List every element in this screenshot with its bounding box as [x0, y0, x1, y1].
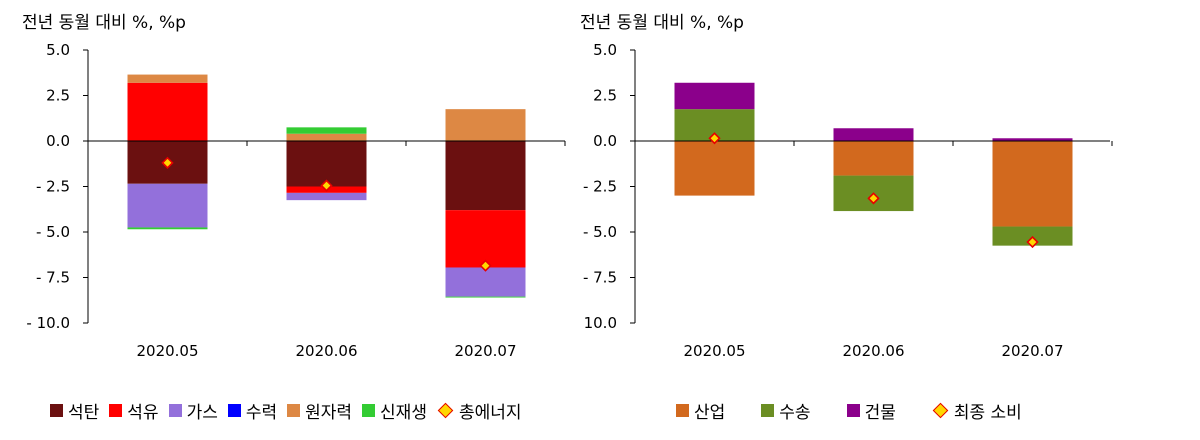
bar-segment: [674, 141, 755, 196]
legend-swatch: [50, 404, 63, 417]
bar-segment: [445, 109, 526, 141]
bar-segment: [833, 128, 914, 141]
legend-swatch: [846, 404, 860, 417]
legend-swatch: [362, 404, 376, 417]
bar-segment: [674, 82, 755, 110]
bar-segment: [127, 74, 208, 83]
y-tick-label: - 10.0: [26, 314, 70, 332]
y-tick-label: - 10.0: [580, 314, 617, 332]
final-consumption-panel: 전년 동월 대비 %, %p 5.0 2.5 0.0 - 2.5 - 5.0 - 7.5 -…: [573, 0, 1180, 440]
legend-label: 신재생: [380, 403, 427, 423]
legend-swatch: [676, 404, 689, 417]
bar-segment: [286, 133, 367, 141]
x-tick-label: 2020.06: [842, 342, 904, 360]
total-marker: [320, 179, 333, 192]
y-tick-label: 2.5: [593, 87, 617, 105]
diamond-marker-icon: [437, 402, 454, 419]
bar-segment: [992, 141, 1073, 227]
legend-item: 신재생: [362, 398, 427, 423]
x-tick-label: 2020.07: [1001, 342, 1063, 360]
energy-source-panel: 전년 동월 대비 %, %p 5.0 2.5 0.0 - 2.5 - 5.0 - 7.5 -…: [22, 13, 566, 423]
legend-label: 석유: [127, 403, 159, 423]
legend-item: 가스: [168, 398, 218, 423]
bar-segment: [127, 227, 208, 230]
final-consumption-chart: 5.0 2.5 0.0 - 2.5 - 5.0 - 7.5 - 10.0 2020.05 202…: [573, 41, 1113, 360]
y-tick-label: 0.0: [46, 132, 70, 150]
x-tick-label: 2020.05: [136, 342, 198, 360]
bar-segment: [127, 82, 208, 141]
bar-segment: [445, 267, 526, 297]
legend-item: 석유: [109, 398, 159, 423]
legend: 산업 수송 건물 최종 소비: [676, 398, 1022, 423]
total-marker: [479, 259, 492, 272]
legend-swatch: [168, 404, 182, 417]
y-tick-label: - 5.0: [583, 223, 617, 241]
legend-swatch: [761, 404, 775, 417]
legend-swatch: [227, 404, 241, 417]
legend-item-total: 총에너지: [437, 398, 522, 423]
bar-segment: [286, 127, 367, 134]
legend-item-total: 최종 소비: [932, 398, 1022, 423]
bar-segment: [992, 138, 1073, 141]
diamond-marker-icon: [932, 402, 949, 419]
legend-label: 최종 소비: [953, 403, 1022, 423]
y-tick-label: - 2.5: [36, 178, 70, 196]
legend-swatch: [287, 404, 301, 417]
legend-item: 원자력: [287, 398, 352, 423]
bar-segment: [445, 210, 526, 268]
legend-label: 총에너지: [458, 403, 522, 423]
legend-item: 수력: [227, 398, 278, 423]
y-tick-label: - 7.5: [583, 269, 617, 287]
legend-item: 건물: [846, 398, 896, 423]
y-tick-label: - 2.5: [583, 178, 617, 196]
x-tick-label: 2020.06: [295, 342, 357, 360]
legend-label: 산업: [694, 403, 726, 423]
legend-item: 수송: [761, 398, 811, 423]
energy-source-chart: 5.0 2.5 0.0 - 2.5 - 5.0 - 7.5 - 10.0 2020.05 202…: [26, 41, 566, 360]
legend: 석탄 석유 가스 수력 원자력 신재생 총에너지: [50, 398, 522, 423]
legend-label: 수력: [245, 403, 278, 423]
legend-label: 가스: [186, 403, 218, 423]
x-tick-label: 2020.07: [454, 342, 516, 360]
legend-item: 산업: [676, 398, 725, 423]
legend-label: 원자력: [305, 403, 353, 423]
y-tick-label: - 5.0: [36, 223, 70, 241]
total-marker: [708, 132, 721, 145]
y-tick-label: 5.0: [46, 41, 70, 59]
bar-segment: [286, 192, 367, 201]
y-axis-label: 전년 동월 대비 %, %p: [22, 13, 186, 33]
legend-swatch: [109, 404, 123, 417]
total-marker: [1026, 235, 1039, 249]
bar-segment: [833, 141, 914, 176]
y-tick-label: 2.5: [46, 87, 70, 105]
legend-label: 수송: [779, 403, 811, 423]
y-tick-label: 0.0: [593, 132, 617, 150]
bar-segment: [127, 183, 208, 228]
legend-item: 석탄: [50, 398, 99, 423]
bar-segment: [445, 296, 526, 298]
legend-label: 석탄: [68, 403, 100, 423]
y-tick-label: 5.0: [593, 41, 617, 59]
bar-segment: [286, 141, 367, 187]
bar-segment: [445, 141, 526, 211]
total-marker: [867, 192, 880, 205]
x-tick-label: 2020.05: [683, 342, 745, 360]
total-marker: [161, 156, 174, 169]
y-tick-label: - 7.5: [36, 269, 70, 287]
y-axis-label: 전년 동월 대비 %, %p: [580, 13, 744, 33]
legend-label: 건물: [864, 403, 896, 423]
